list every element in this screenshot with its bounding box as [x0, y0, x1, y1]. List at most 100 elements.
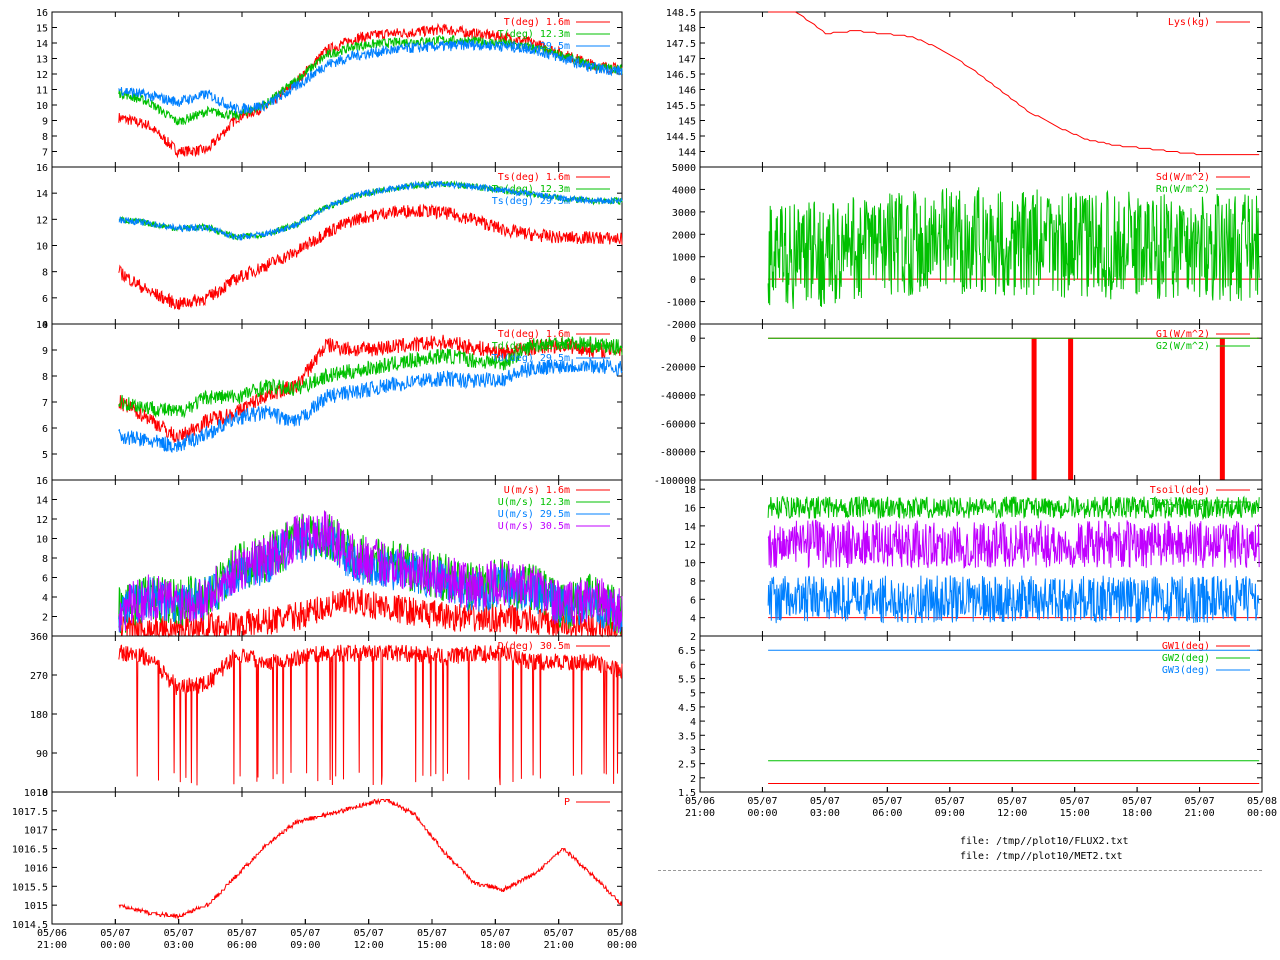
- y-tick-label: 148.5: [666, 8, 696, 19]
- x-tick-line: 05/06: [37, 928, 67, 939]
- y-tick-label: -100000: [654, 476, 696, 487]
- y-tick-label: 12: [684, 540, 696, 551]
- panel-frame: [699, 635, 1263, 793]
- y-tick-label: 18: [684, 485, 696, 496]
- x-tick-line: 05/06: [685, 796, 715, 807]
- y-tick-label: 5.5: [678, 675, 696, 686]
- series-line-1: [767, 187, 1260, 309]
- y-tick-label: 3.5: [678, 731, 696, 742]
- panel-tsoil: 2 4 6 8 10 12 14 16 18 Tsoil(deg)Tsoil(deg): [684, 479, 1263, 643]
- y-tick-label: 1015.5: [12, 882, 48, 893]
- y-tick-label: 12: [36, 215, 48, 226]
- y-tick-label: 3: [690, 745, 696, 756]
- x-tick-line: 09:00: [935, 808, 965, 819]
- y-tick-label: 5: [42, 450, 48, 461]
- series-line-1: [118, 336, 623, 419]
- legend-label: T(deg) 1.6m: [504, 17, 570, 28]
- x-tick-line: 18:00: [480, 940, 510, 951]
- legend-label: Td(deg) 12.3m: [492, 341, 570, 352]
- y-tick-label: 7: [42, 398, 48, 409]
- x-tick-line: 18:00: [1122, 808, 1152, 819]
- series-line-1: [767, 495, 1260, 521]
- panel-g: -100000 -80000 -60000 -40000 -20000 0 G1(W/m^2…: [654, 323, 1263, 487]
- spike-bar: [1219, 338, 1225, 480]
- x-tick-line: 21:00: [685, 808, 715, 819]
- x-tick-line: 03:00: [164, 940, 194, 951]
- legend-label: P: [564, 797, 570, 808]
- x-tick-line: 05/07: [872, 796, 902, 807]
- right-x-tick-label: 05/07 21:00: [1185, 796, 1215, 819]
- y-tick-label: 10: [36, 535, 48, 546]
- right-x-tick-label: 05/06 21:00: [685, 796, 715, 819]
- y-tick-label: 148: [678, 24, 696, 35]
- x-tick-line: 15:00: [417, 940, 447, 951]
- legend-label: D(deg) 30.5m: [498, 641, 570, 652]
- right-x-tick-label: 05/07 18:00: [1122, 796, 1152, 819]
- y-tick-label: 5000: [672, 163, 696, 174]
- left-x-tick-label: 05/07 00:00: [100, 928, 130, 951]
- x-tick-line: 05/07: [290, 928, 320, 939]
- right-x-tick-label: 05/07 00:00: [747, 796, 777, 819]
- x-tick-line: 05/07: [747, 796, 777, 807]
- y-tick-label: 16: [684, 504, 696, 515]
- y-tick-label: 10: [36, 242, 48, 253]
- x-tick-line: 05/07: [1122, 796, 1152, 807]
- y-tick-label: 0: [690, 334, 696, 345]
- y-tick-label: 6.5: [678, 646, 696, 657]
- right-x-tick-label: 05/07 03:00: [810, 796, 840, 819]
- y-tick-label: 12: [36, 70, 48, 81]
- legend-label: U(m/s) 12.3m: [498, 497, 570, 508]
- legend-label: Td(deg) 1.6m: [498, 329, 570, 340]
- y-tick-label: 14: [36, 189, 48, 200]
- y-tick-label: 5: [690, 689, 696, 700]
- separator-line: [658, 870, 1262, 871]
- spike-bar: [1068, 338, 1074, 480]
- panel-p: 1014.5 1015 1015.5 1016 1016.5 1017 1017.5 1018…: [12, 788, 623, 931]
- series-line-2: [118, 358, 623, 454]
- y-tick-label: 2: [42, 613, 48, 624]
- x-tick-line: 05/07: [480, 928, 510, 939]
- y-tick-label: 10: [684, 559, 696, 570]
- y-tick-label: 0: [42, 788, 48, 799]
- right-x-tick-label: 05/07 06:00: [872, 796, 902, 819]
- left-x-tick-label: 05/07 03:00: [164, 928, 194, 951]
- x-tick-line: 05/07: [935, 796, 965, 807]
- y-tick-label: 16: [36, 163, 48, 174]
- y-tick-label: 2000: [672, 230, 696, 241]
- y-tick-label: 14: [36, 39, 48, 50]
- legend-label: T(deg) 29.5m: [498, 41, 570, 52]
- y-tick-label: 3000: [672, 208, 696, 219]
- y-tick-label: 147: [678, 55, 696, 66]
- legend-label: Rn(W/m^2): [1156, 184, 1210, 195]
- y-tick-label: 0: [690, 275, 696, 286]
- x-tick-line: 06:00: [872, 808, 902, 819]
- x-tick-line: 05/07: [544, 928, 574, 939]
- y-tick-label: 144.5: [666, 132, 696, 143]
- panel-lys: 144 144.5 145 145.5 146 146.5 147 147.5 148 148.5…: [666, 8, 1263, 168]
- right-x-tick-label: 05/07 09:00: [935, 796, 965, 819]
- y-tick-label: 4: [42, 593, 48, 604]
- y-tick-label: 8: [690, 577, 696, 588]
- y-tick-label: 8: [42, 554, 48, 565]
- y-tick-label: 1015: [24, 901, 48, 912]
- left-x-tick-label: 05/07 21:00: [544, 928, 574, 951]
- y-tick-label: 4000: [672, 185, 696, 196]
- x-tick-line: 06:00: [227, 940, 257, 951]
- panel-gw: 1.5 2 2.5 3 3.5 4 4.5 5 5.5 6 6.5 GW1(deg)GW2(deg)G…: [678, 635, 1263, 799]
- left-x-tick-label: 05/07 09:00: [290, 928, 320, 951]
- panel-rad: -2000 -1000 0 1000 2000 3000 4000 5000 Sd(W/m^2)…: [666, 163, 1263, 331]
- legend-label: GW2(deg): [1162, 653, 1210, 664]
- y-tick-label: 2: [690, 632, 696, 643]
- x-tick-line: 05/07: [810, 796, 840, 807]
- x-tick-line: 05/08: [1247, 796, 1277, 807]
- y-tick-label: 2.5: [678, 760, 696, 771]
- y-tick-label: 8: [42, 372, 48, 383]
- y-tick-label: 14: [684, 522, 696, 533]
- panel-frame: [699, 11, 1263, 168]
- y-tick-label: 1018: [24, 788, 48, 799]
- x-tick-line: 05/07: [1185, 796, 1215, 807]
- y-tick-label: 11: [36, 86, 48, 97]
- spike-bar: [1031, 338, 1037, 480]
